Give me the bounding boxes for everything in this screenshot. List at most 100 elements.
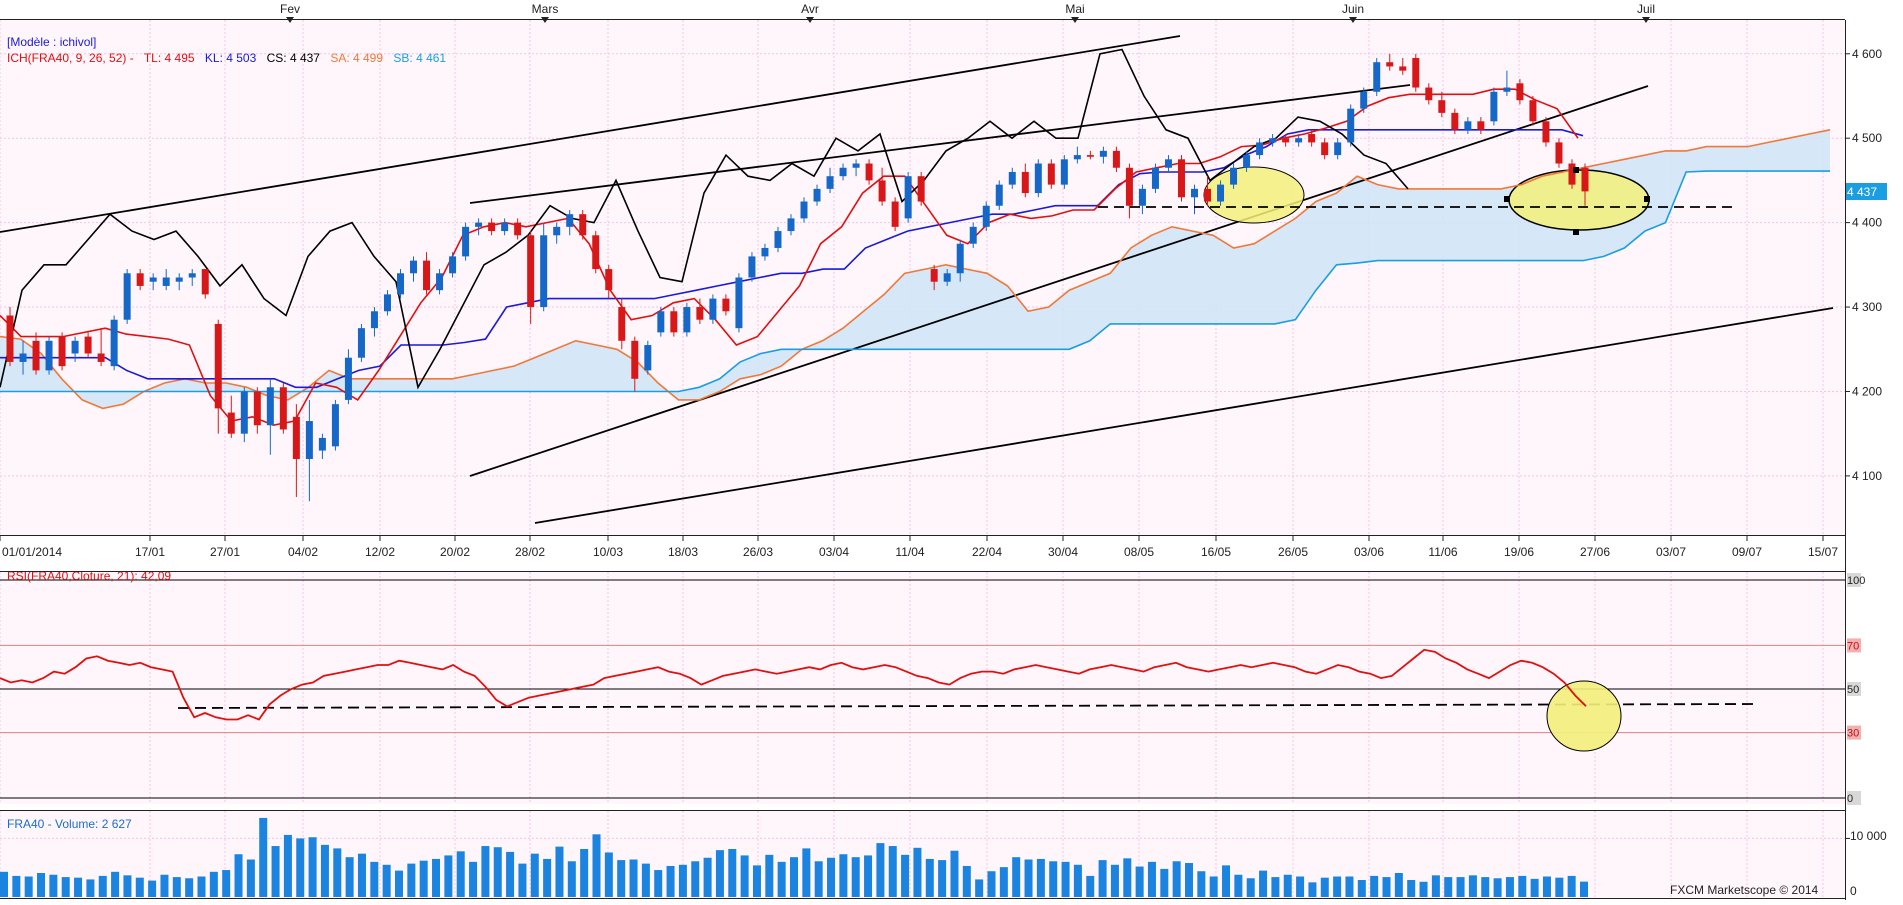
volume-bar — [654, 870, 663, 897]
candle-body — [865, 163, 873, 181]
volume-bar — [172, 877, 181, 897]
volume-bar — [629, 859, 638, 897]
candle-body — [1073, 155, 1081, 160]
candle-body — [1425, 87, 1433, 101]
volume-bar — [234, 854, 243, 897]
handle-bottom[interactable] — [1573, 229, 1579, 235]
candle — [344, 349, 352, 405]
candle-body — [1151, 167, 1159, 189]
volume-bar — [617, 860, 626, 897]
candle — [826, 167, 834, 194]
volume-bar — [999, 867, 1008, 897]
candle-body — [253, 391, 261, 426]
handle-left[interactable] — [1504, 196, 1510, 202]
candle-body — [1112, 150, 1120, 168]
candle — [1360, 87, 1368, 113]
candle-body — [696, 307, 704, 320]
rsi-label: RSI(FRA40,Cloture, 21): 42,09 — [7, 569, 171, 583]
date-tick-label: 19/06 — [1504, 545, 1534, 559]
date-tick-label: 03/04 — [819, 545, 849, 559]
rsi-level-lines — [0, 579, 1845, 799]
volume-bar — [1468, 875, 1477, 897]
top-month-axis: Fev Mars Avr Mai Juin Juil — [280, 2, 1655, 23]
line-cs — [0, 48, 1409, 390]
volume-bar — [1160, 868, 1169, 897]
volume-bar — [1407, 880, 1416, 897]
volume-bar — [148, 880, 157, 897]
volume-bar — [1222, 865, 1231, 897]
candle-body — [904, 176, 912, 219]
candle — [331, 399, 339, 451]
candle — [969, 222, 977, 248]
volume-bar — [987, 871, 996, 897]
candle-body — [462, 226, 470, 257]
candle — [45, 336, 53, 375]
volume-bar — [876, 843, 885, 897]
candle — [1308, 129, 1316, 147]
candle — [1386, 53, 1394, 71]
date-tick-label: 10/03 — [593, 545, 623, 559]
volume-bar — [1234, 874, 1243, 897]
volume-bar — [1481, 877, 1490, 897]
indicator-lines — [0, 48, 1831, 427]
volume-bar — [802, 848, 811, 897]
highlight-ellipses — [1203, 166, 1650, 231]
volume-bar — [444, 855, 453, 897]
candle-body — [305, 421, 313, 460]
candle-body — [84, 336, 92, 354]
trendline-rising-support — [469, 85, 1649, 477]
candle — [149, 273, 157, 291]
candle — [852, 159, 860, 177]
candle — [930, 264, 938, 291]
candle — [514, 218, 522, 240]
volume-bar — [925, 858, 934, 897]
volume-axis-tick-0: 0 — [1850, 884, 1857, 898]
candle — [735, 273, 743, 333]
volume-bar — [1172, 861, 1181, 897]
price-tick-label: 4 100 — [1852, 469, 1882, 483]
candle-body — [1516, 83, 1524, 101]
candle — [1151, 163, 1159, 194]
candle-body — [123, 273, 131, 320]
candle — [540, 222, 548, 312]
handle-top[interactable] — [1573, 167, 1579, 173]
indicator-legend: ICH(FRA40, 9, 26, 52) - TL: 4 495 KL: 4 … — [7, 51, 446, 65]
candle — [462, 222, 470, 261]
candle-body — [1269, 138, 1277, 143]
volume-bar — [185, 878, 194, 897]
candle — [201, 269, 209, 299]
candle-body — [1217, 184, 1225, 202]
volume-bar — [703, 857, 712, 897]
candle-body — [227, 412, 235, 434]
candle-body — [383, 294, 391, 312]
candle-body — [188, 273, 196, 278]
volume-bar — [1493, 878, 1502, 897]
candle — [1243, 150, 1251, 172]
candle-body — [488, 222, 496, 232]
candle-body — [722, 298, 730, 312]
candle-body — [579, 214, 587, 236]
candle — [1008, 167, 1016, 189]
candle-body — [1321, 142, 1329, 156]
candle-body — [331, 404, 339, 447]
price-tick-label: 4 300 — [1852, 300, 1882, 314]
month-marker — [1349, 17, 1357, 23]
volume-bar — [160, 874, 169, 897]
candle-body — [683, 307, 691, 333]
candle-body — [1438, 100, 1446, 113]
volume-bar — [740, 855, 749, 897]
candle-body — [995, 184, 1003, 206]
candle — [1555, 138, 1563, 168]
candle — [553, 222, 561, 244]
volume-bar — [12, 875, 21, 897]
candle-body — [214, 323, 222, 409]
candle — [214, 319, 222, 434]
candle-body — [826, 176, 834, 189]
volume-bar — [1308, 882, 1317, 897]
handle-right[interactable] — [1644, 196, 1650, 202]
volume-bar — [1135, 866, 1144, 897]
month-label: Fev — [280, 2, 300, 16]
candle — [423, 252, 431, 295]
candle — [475, 218, 483, 236]
